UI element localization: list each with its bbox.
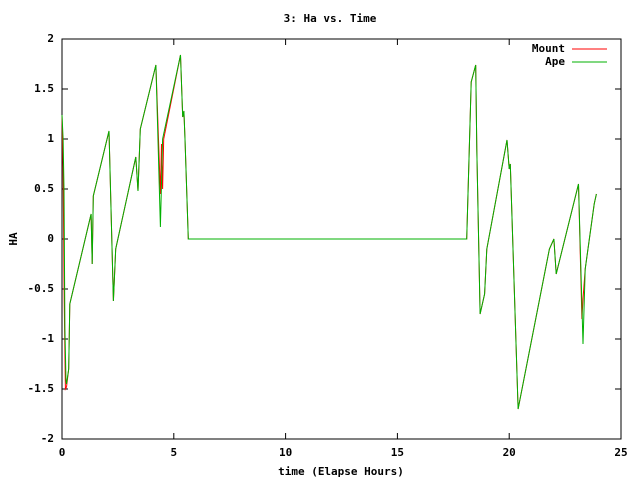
x-tick-label: 5 <box>170 446 177 459</box>
x-tick-label: 0 <box>59 446 66 459</box>
y-tick-label: 1.5 <box>34 82 54 95</box>
x-tick-label: 15 <box>391 446 404 459</box>
x-tick-label: 25 <box>614 446 627 459</box>
y-tick-label: 2 <box>47 32 54 45</box>
legend-label: Mount <box>532 42 565 55</box>
series-line <box>61 54 597 410</box>
x-axis-label: time (Elapse Hours) <box>278 465 404 478</box>
x-tick-label: 20 <box>503 446 516 459</box>
y-tick-label: -0.5 <box>28 282 55 295</box>
y-axis-label: HA <box>7 232 20 246</box>
legend-label: Ape <box>545 55 565 68</box>
y-tick-label: -1.5 <box>28 382 55 395</box>
y-tick-label: -2 <box>41 432 54 445</box>
y-tick-label: 0 <box>47 232 54 245</box>
y-tick-label: -1 <box>41 332 55 345</box>
y-tick-label: 1 <box>47 132 54 145</box>
x-tick-label: 10 <box>279 446 292 459</box>
y-tick-label: 0.5 <box>34 182 54 195</box>
chart-title: 3: Ha vs. Time <box>284 12 377 25</box>
